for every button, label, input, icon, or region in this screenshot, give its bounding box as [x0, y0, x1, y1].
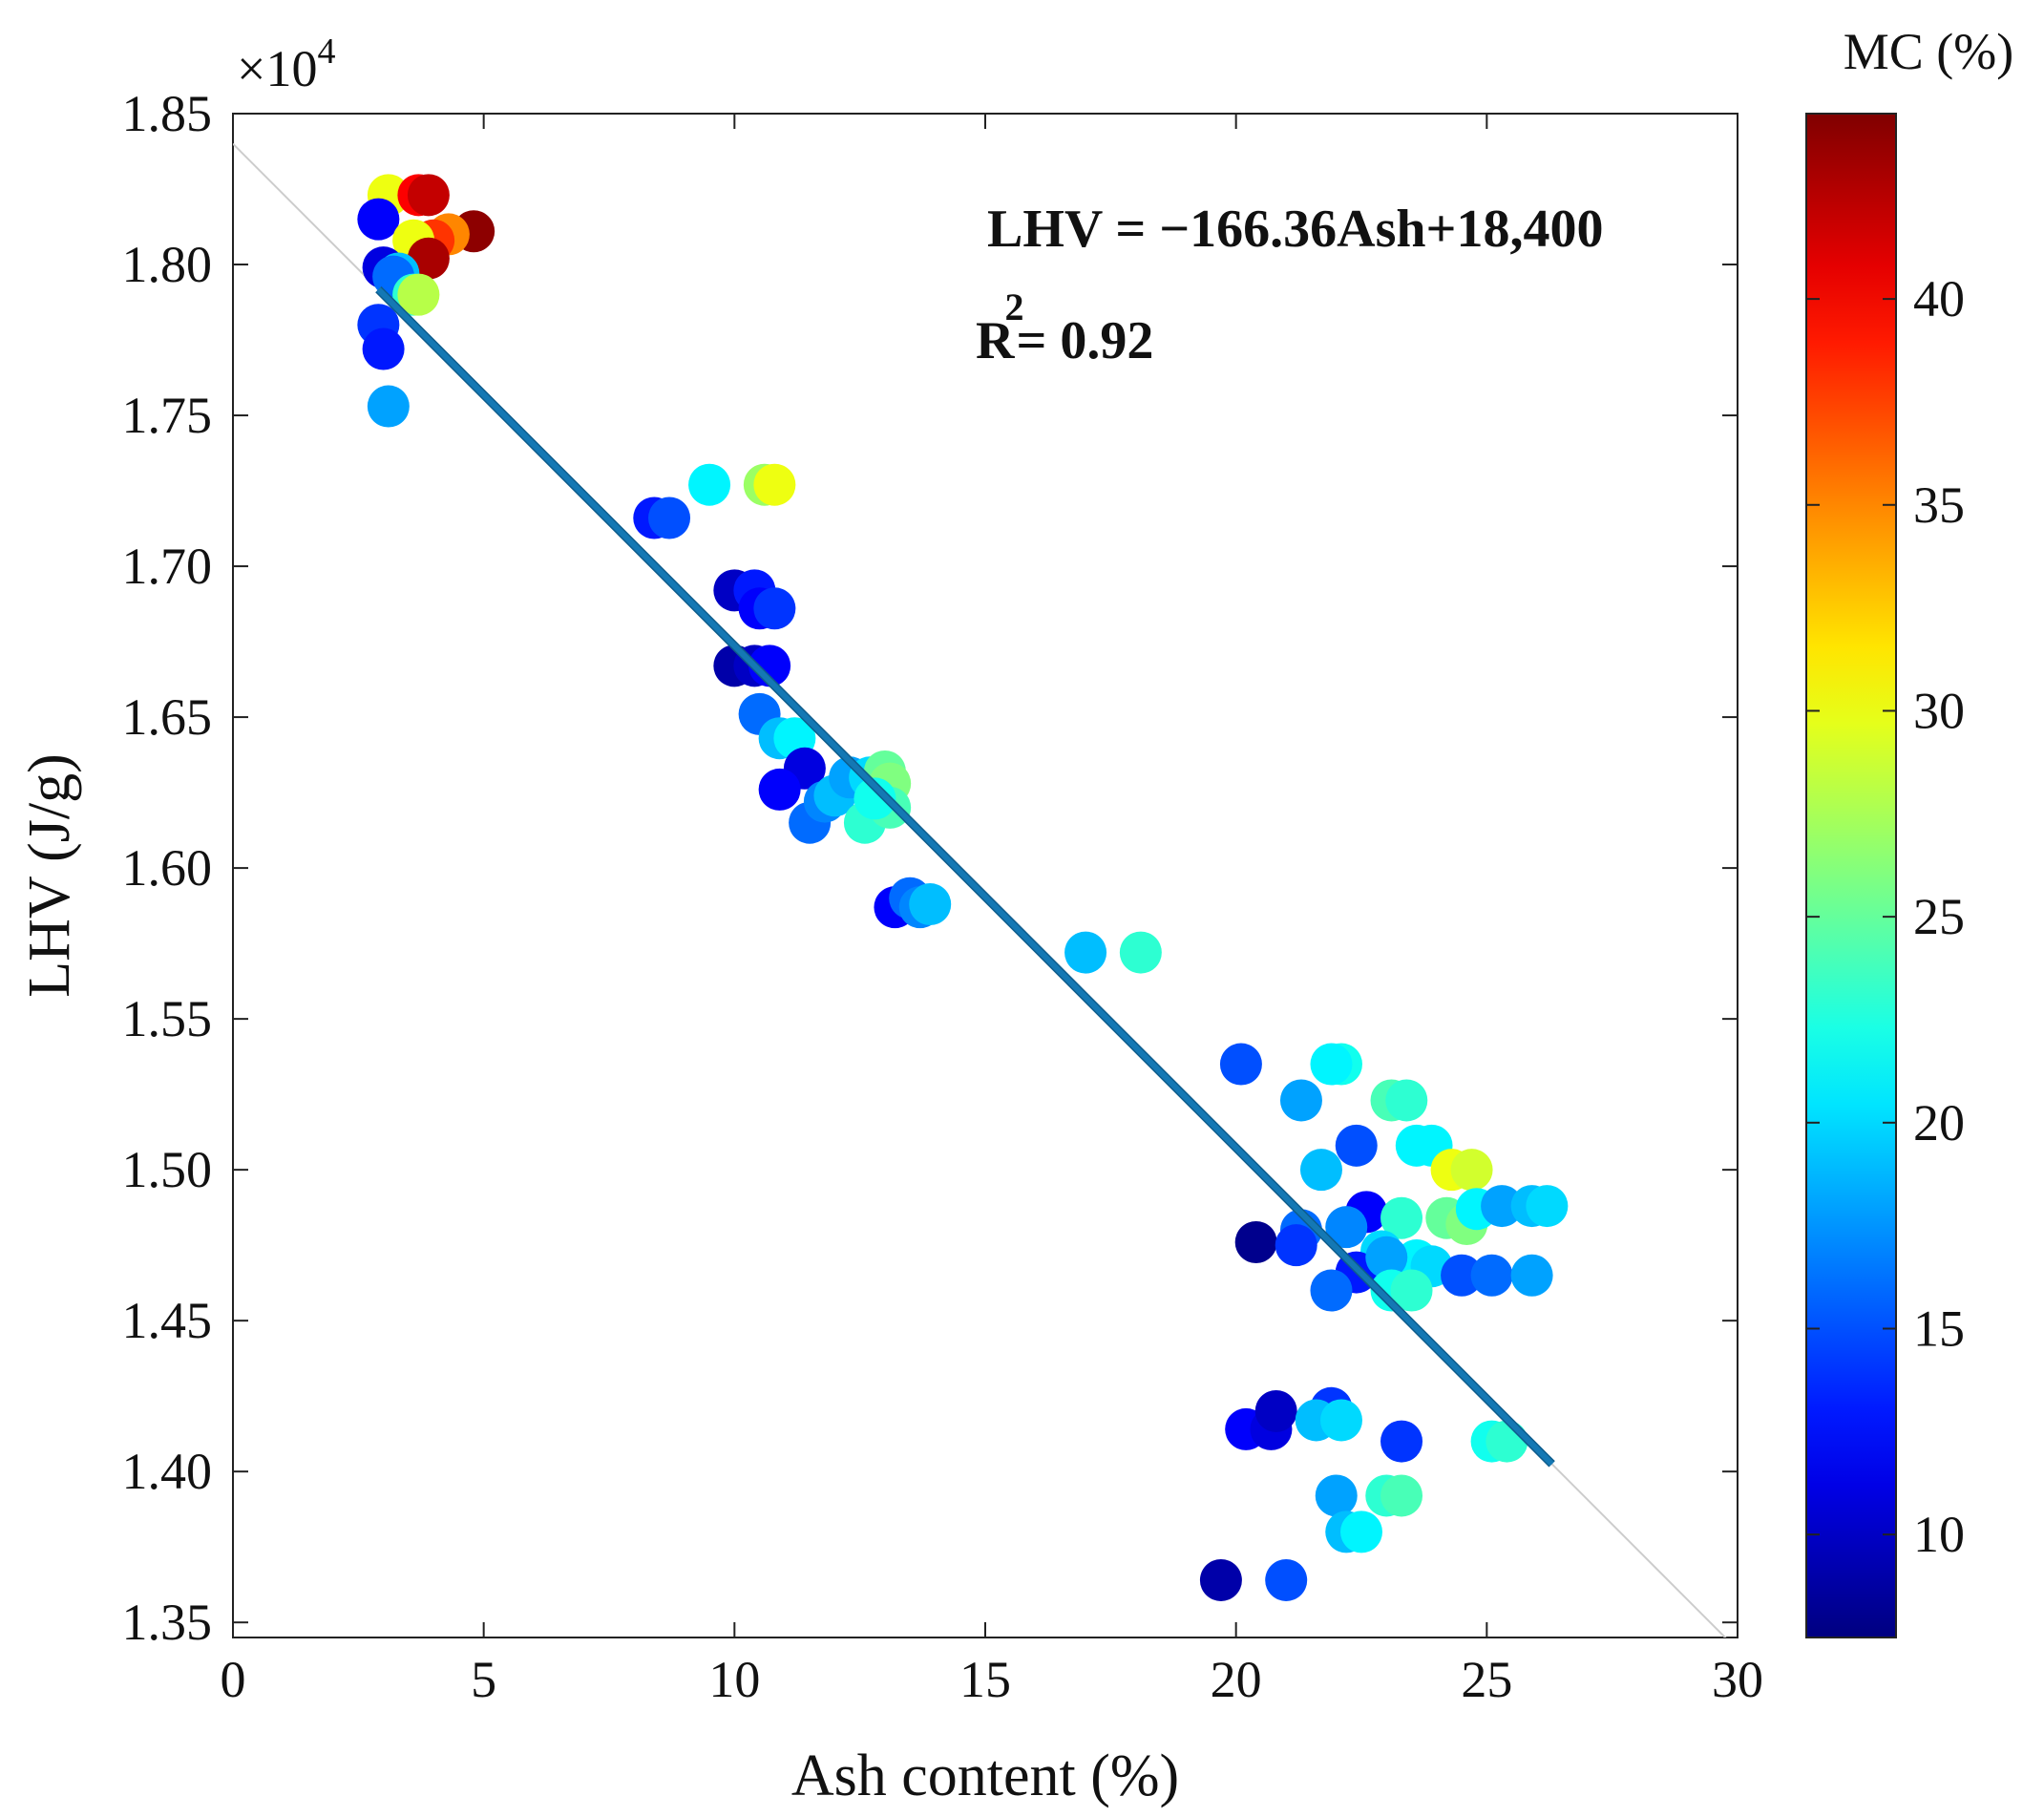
- y-multiplier-label: ×104: [237, 32, 335, 97]
- data-point: [1390, 1269, 1433, 1312]
- data-point: [362, 327, 405, 370]
- data-point: [1279, 1079, 1322, 1122]
- x-tick-label: 0: [221, 1651, 246, 1708]
- x-tick-label: 5: [471, 1651, 496, 1708]
- data-point: [1385, 1079, 1428, 1122]
- x-tick-label: 10: [708, 1651, 760, 1708]
- r-squared-annotation: R2 = 0.92: [976, 285, 1153, 370]
- data-point: [1365, 1236, 1408, 1278]
- colorbar-tick-label: 10: [1913, 1506, 1965, 1563]
- data-point: [1335, 1124, 1378, 1167]
- r2-value: = 0.92: [1016, 311, 1153, 370]
- data-point: [1299, 1149, 1342, 1192]
- data-point: [1340, 1511, 1382, 1553]
- data-point: [1219, 1043, 1262, 1086]
- data-point: [1380, 1474, 1423, 1517]
- x-axis-title: Ash content (%): [791, 1743, 1179, 1808]
- data-point: [688, 463, 731, 506]
- data-point: [1481, 1185, 1524, 1228]
- colorbar-tick-label: 25: [1913, 888, 1965, 945]
- data-point: [909, 883, 952, 926]
- colorbar-tick-label: 40: [1913, 270, 1965, 327]
- colorbar-title: MC (%): [1844, 23, 2013, 80]
- data-point: [1315, 1474, 1358, 1517]
- data-point: [1450, 1149, 1493, 1192]
- y-tick-label: 1.35: [122, 1594, 213, 1651]
- y-tick-label: 1.55: [122, 990, 213, 1047]
- regression-equation: LHV = −166.36Ash+18,400: [987, 200, 1603, 259]
- colorbar-tick-label: 35: [1913, 476, 1965, 534]
- y-tick-label: 1.45: [122, 1292, 213, 1349]
- y-tick-label: 1.85: [122, 85, 213, 142]
- data-point: [1510, 1254, 1553, 1297]
- x-tick-label: 15: [959, 1651, 1011, 1708]
- data-point: [1470, 1254, 1513, 1297]
- data-point: [1265, 1558, 1308, 1601]
- data-point: [1254, 1389, 1297, 1432]
- data-point: [1526, 1185, 1569, 1228]
- colorbar-tick-label: 15: [1913, 1299, 1965, 1357]
- data-point: [1325, 1206, 1368, 1249]
- data-point: [1310, 1043, 1353, 1086]
- data-point: [1234, 1220, 1277, 1263]
- data-point: [1380, 1420, 1423, 1463]
- x-tick-label: 25: [1461, 1651, 1512, 1708]
- y-tick-label: 1.75: [122, 387, 213, 444]
- x-tick-label: 20: [1211, 1651, 1262, 1708]
- y-axis-title: LHV (J/g): [17, 753, 82, 997]
- data-point: [367, 385, 410, 428]
- y-tick-label: 1.65: [122, 688, 213, 746]
- data-point: [1319, 1399, 1362, 1442]
- plot-area: [232, 113, 1738, 1638]
- data-point: [1199, 1558, 1242, 1601]
- y-multiplier-exponent: 4: [317, 32, 335, 72]
- fit-line: [376, 286, 1554, 1467]
- data-point: [648, 497, 691, 539]
- data-point: [1119, 931, 1162, 974]
- data-point: [758, 768, 801, 811]
- r2-superscript: 2: [1004, 285, 1023, 328]
- data-point: [397, 273, 440, 316]
- y-tick-label: 1.70: [122, 538, 213, 595]
- r2-prefix: R: [976, 311, 1015, 370]
- data-point: [1441, 1254, 1484, 1297]
- y-tick-label: 1.80: [122, 236, 213, 293]
- data-point: [1310, 1269, 1353, 1312]
- colorbar-tick-label: 30: [1913, 682, 1965, 739]
- data-point: [1275, 1224, 1317, 1267]
- data-point: [1064, 931, 1107, 974]
- y-tick-label: 1.60: [122, 839, 213, 897]
- y-tick-label: 1.40: [122, 1443, 213, 1500]
- data-point: [1380, 1196, 1423, 1239]
- y-multiplier-base: ×10: [237, 40, 317, 97]
- data-point: [407, 174, 450, 217]
- data-point: [753, 463, 796, 506]
- data-point: [753, 587, 796, 630]
- data-point: [1486, 1420, 1528, 1463]
- x-tick-label: 30: [1712, 1651, 1763, 1708]
- y-tick-label: 1.50: [122, 1141, 213, 1198]
- data-point: [357, 198, 400, 241]
- data-point: [853, 777, 896, 820]
- colorbar: [1805, 113, 1897, 1638]
- colorbar-tick-label: 20: [1913, 1094, 1965, 1151]
